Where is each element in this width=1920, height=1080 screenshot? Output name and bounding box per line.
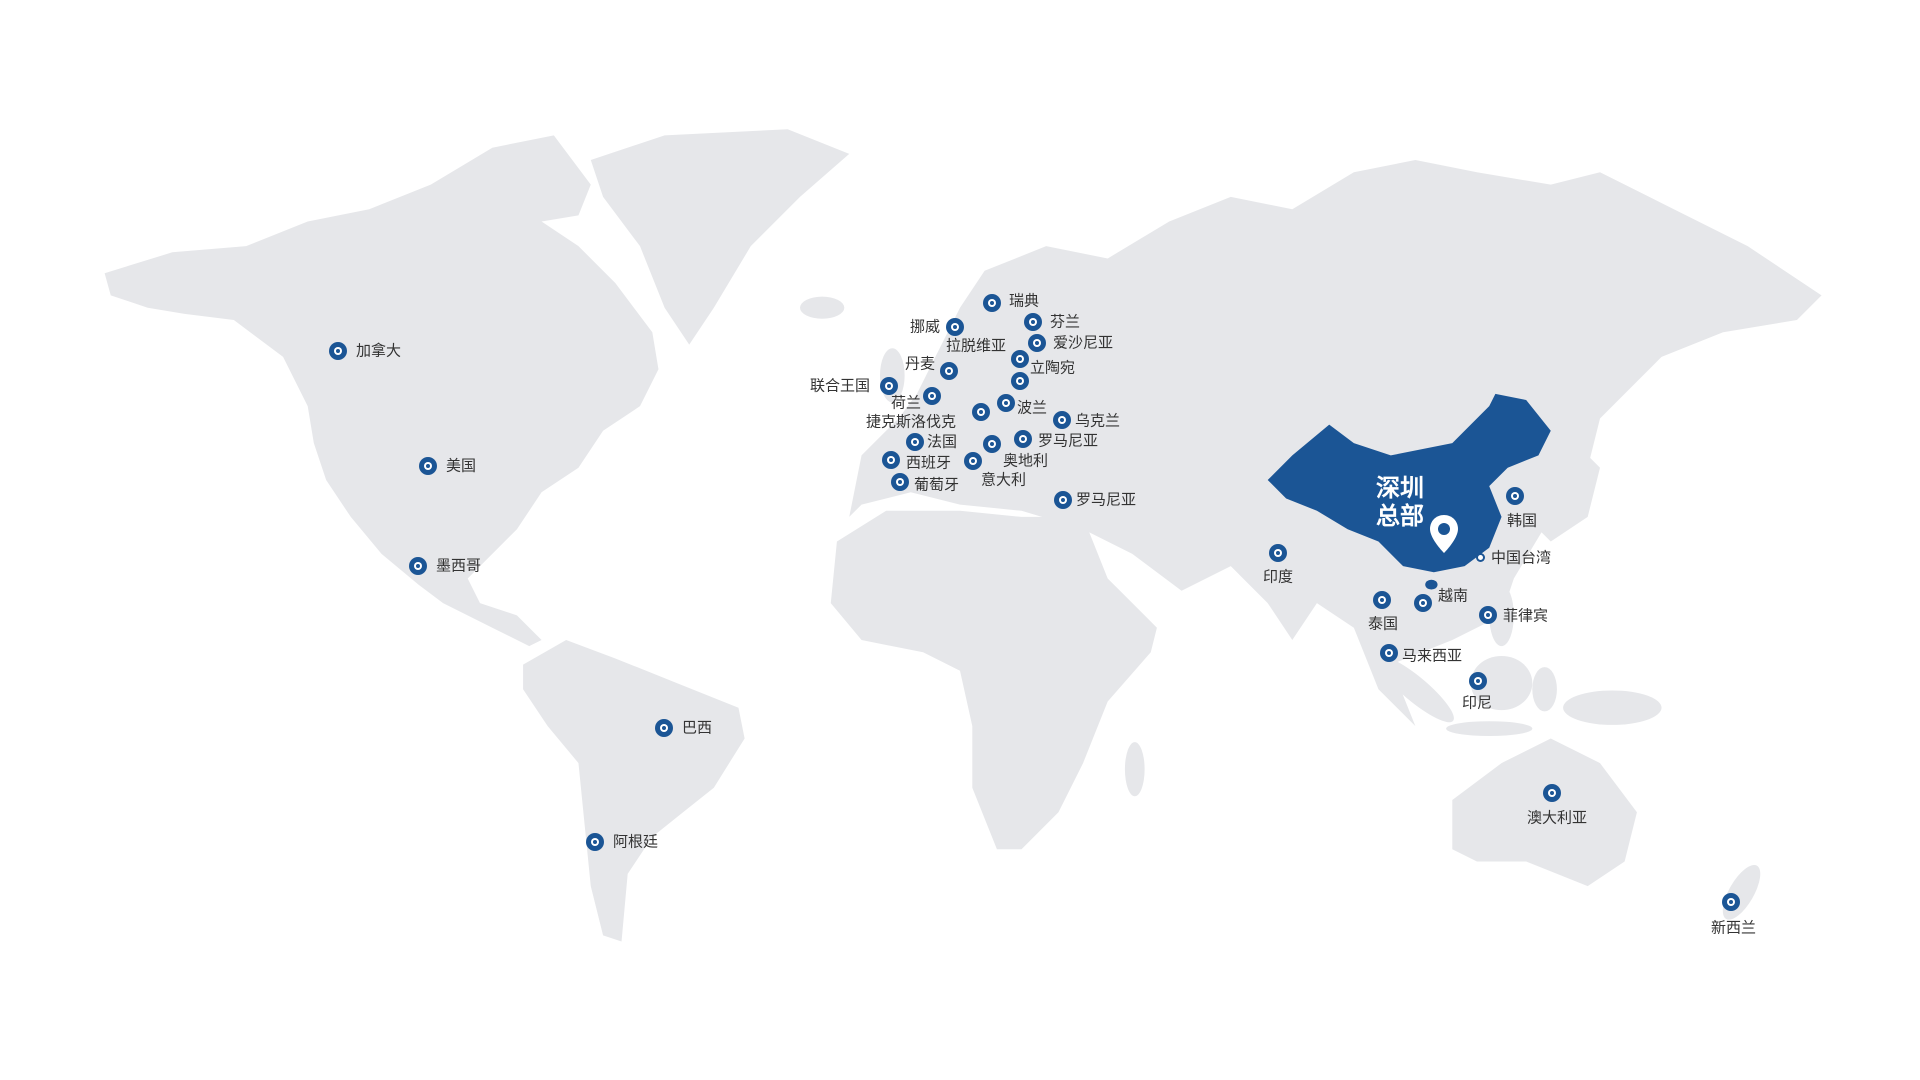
china-highlight [1267,393,1551,573]
location-label-estonia: 爱沙尼亚 [1053,333,1114,352]
location-label-australia: 澳大利亚 [1527,808,1588,827]
headquarters-label: 深圳 总部 [1376,474,1424,530]
madagascar [1124,742,1145,797]
location-label-portugal: 葡萄牙 [914,475,960,494]
location-label-ukraine: 乌克兰 [1075,411,1121,430]
location-label-denmark: 丹麦 [905,354,936,373]
location-label-lithuania: 立陶宛 [1030,358,1076,377]
location-marker-icon[interactable] [940,362,958,380]
location-label-philippines: 菲律宾 [1503,606,1549,625]
location-marker-icon[interactable] [409,557,427,575]
location-label-spain: 西班牙 [906,453,952,472]
location-marker-icon[interactable] [1380,644,1398,662]
hq-line1: 深圳 [1376,474,1424,502]
location-marker-icon[interactable] [329,342,347,360]
location-label-uk: 联合王国 [810,376,871,395]
location-marker-icon[interactable] [1543,784,1561,802]
location-marker-icon[interactable] [882,451,900,469]
location-marker-icon[interactable] [1722,893,1740,911]
hq-line2: 总部 [1376,502,1424,530]
location-marker-icon[interactable] [906,433,924,451]
location-marker-icon[interactable] [997,394,1015,412]
location-label-india: 印度 [1263,567,1294,586]
location-marker-icon[interactable] [1028,334,1046,352]
location-label-czech: 捷克斯洛伐克 [866,412,957,431]
hainan [1425,579,1438,590]
south-america [523,640,745,942]
map-pin-icon[interactable] [1429,514,1459,554]
location-label-romania2: 罗马尼亚 [1076,490,1137,509]
location-label-malaysia: 马来西亚 [1402,646,1463,665]
location-label-sweden: 瑞典 [1009,291,1040,310]
location-marker-icon[interactable] [586,833,604,851]
location-label-mexico: 墨西哥 [436,556,482,575]
location-label-taiwan: 中国台湾 [1491,548,1552,567]
location-marker-icon[interactable] [891,473,909,491]
location-label-finland: 芬兰 [1050,312,1081,331]
location-marker-icon[interactable] [972,403,990,421]
location-marker-icon[interactable] [1469,672,1487,690]
location-label-italy: 意大利 [981,470,1027,489]
location-marker-icon[interactable] [964,452,982,470]
location-marker-icon[interactable] [1476,553,1485,562]
location-label-thailand: 泰国 [1368,614,1399,633]
location-marker-icon[interactable] [1373,591,1391,609]
australia [1452,738,1637,887]
location-marker-icon[interactable] [946,318,964,336]
location-label-netherlands: 荷兰 [891,393,922,412]
location-marker-icon[interactable] [655,719,673,737]
location-marker-icon[interactable] [1011,350,1029,368]
new-zealand-land [1722,864,1761,920]
philippines-islands [1489,584,1514,647]
location-marker-icon[interactable] [1269,544,1287,562]
location-label-romania: 罗马尼亚 [1038,431,1099,450]
location-marker-icon[interactable] [1024,313,1042,331]
sulawesi [1532,667,1557,712]
japan [1538,443,1600,542]
location-label-vietnam: 越南 [1438,586,1469,605]
new-guinea [1563,690,1662,725]
location-marker-icon[interactable] [1506,487,1524,505]
location-label-usa: 美国 [446,456,477,475]
borneo [1470,656,1533,711]
location-marker-icon[interactable] [983,294,1001,312]
location-marker-icon[interactable] [880,377,898,395]
location-label-argentina: 阿根廷 [613,832,659,851]
greenland [590,129,850,345]
location-label-latvia: 拉脱维亚 [946,336,1007,355]
location-marker-icon[interactable] [1054,491,1072,509]
location-label-new-zealand: 新西兰 [1711,918,1757,937]
sumatra [1376,656,1454,723]
location-label-poland: 波兰 [1017,398,1048,417]
location-label-indonesia: 印尼 [1462,693,1493,712]
north-america [104,135,659,647]
location-label-norway: 挪威 [910,317,941,336]
location-label-austria: 奥地利 [1003,451,1049,470]
location-marker-icon[interactable] [1014,430,1032,448]
location-label-france: 法国 [927,432,958,451]
location-marker-icon[interactable] [1479,606,1497,624]
location-marker-icon[interactable] [1011,372,1029,390]
location-marker-icon[interactable] [1414,594,1432,612]
location-marker-icon[interactable] [1053,411,1071,429]
location-marker-icon[interactable] [419,457,437,475]
location-marker-icon[interactable] [923,387,941,405]
location-label-brazil: 巴西 [682,718,713,737]
africa [830,510,1157,850]
location-label-canada: 加拿大 [356,341,402,360]
location-marker-icon[interactable] [983,435,1001,453]
iceland [800,296,845,319]
java [1446,721,1533,736]
location-label-korea: 韩国 [1507,511,1538,530]
